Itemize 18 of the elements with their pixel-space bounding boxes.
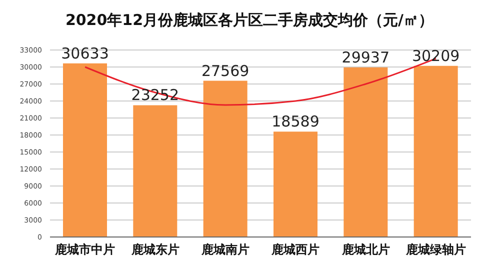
x-tick-label: 鹿城南片 [200, 242, 250, 257]
x-tick-label: 鹿城西片 [270, 242, 320, 257]
bar [63, 63, 107, 237]
bar [344, 67, 388, 237]
data-label: 29937 [342, 48, 390, 66]
x-tick-label: 鹿城东片 [130, 242, 180, 257]
x-tick-label: 鹿城北片 [340, 242, 390, 257]
bar [414, 66, 458, 237]
data-label: 27569 [201, 62, 250, 80]
data-label: 30209 [412, 46, 460, 65]
bar [133, 105, 178, 237]
chart-title: 2020年12月份鹿城区各片区二手房成交均价（元/㎡） [64, 10, 435, 31]
data-label: 18589 [272, 112, 320, 131]
bar [274, 132, 318, 237]
data-label: 30633 [61, 44, 109, 62]
x-tick-label: 鹿城市中片 [54, 242, 116, 257]
x-tick-label: 鹿城绿轴片 [404, 242, 466, 257]
bar [203, 80, 248, 237]
